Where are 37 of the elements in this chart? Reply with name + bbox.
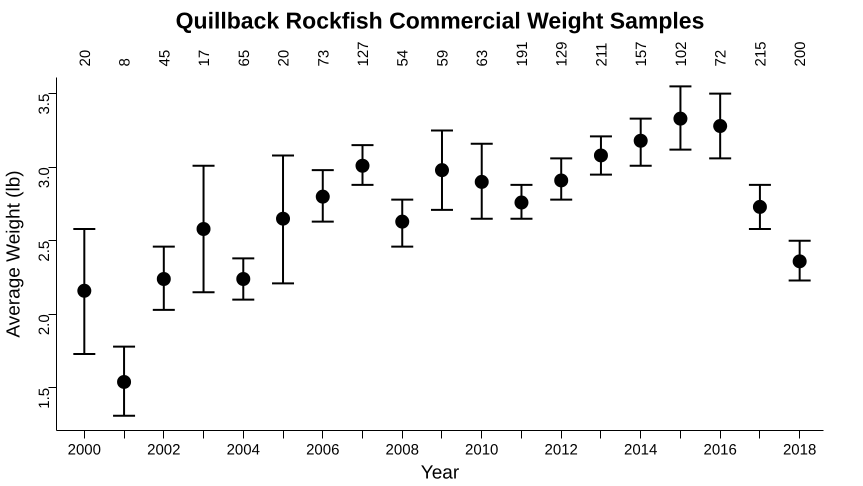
text: 73 [315,50,332,66]
text: 65 [236,50,253,66]
x-tick-label: 2000 [68,442,102,458]
text: 63 [474,50,492,66]
text: 72 [712,50,730,66]
x-tick-label: 2006 [306,442,340,458]
y-tick-label: 3.0 [36,167,53,188]
text: 8 [116,58,134,66]
text: 20 [276,50,293,66]
y-axis-title: Average Weight (lb) [4,170,24,338]
text: 191 [514,41,531,66]
text: 200 [792,41,810,66]
text: 102 [672,41,690,66]
text: 59 [434,50,452,66]
text: 129 [554,41,571,66]
x-tick-label: 2010 [465,442,498,458]
x-tick-label: 2016 [703,442,737,458]
text: 45 [156,50,174,66]
y-tick-label: 2.5 [36,240,53,262]
y-tick-label: 1.5 [36,388,53,409]
text: 127 [355,41,372,66]
x-axis-title: Year [420,462,460,484]
y-tick-label: 3.5 [36,94,53,115]
text: 157 [633,41,650,66]
x-tick-label: 2014 [624,442,658,458]
text: 17 [196,50,214,66]
x-tick-label: 2002 [147,442,180,458]
x-tick-label: 2008 [386,442,419,458]
text: 215 [752,41,770,66]
x-tick-label: 2018 [782,442,816,458]
x-tick-label: 2004 [226,442,260,458]
text: 211 [593,42,610,66]
chart-title: Quillback Rockfish Commercial Weight Samples [176,8,704,34]
y-tick-label: 2.0 [36,314,53,336]
x-tick-label: 2012 [544,442,578,458]
text: 54 [394,50,412,66]
text: 20 [76,50,94,66]
